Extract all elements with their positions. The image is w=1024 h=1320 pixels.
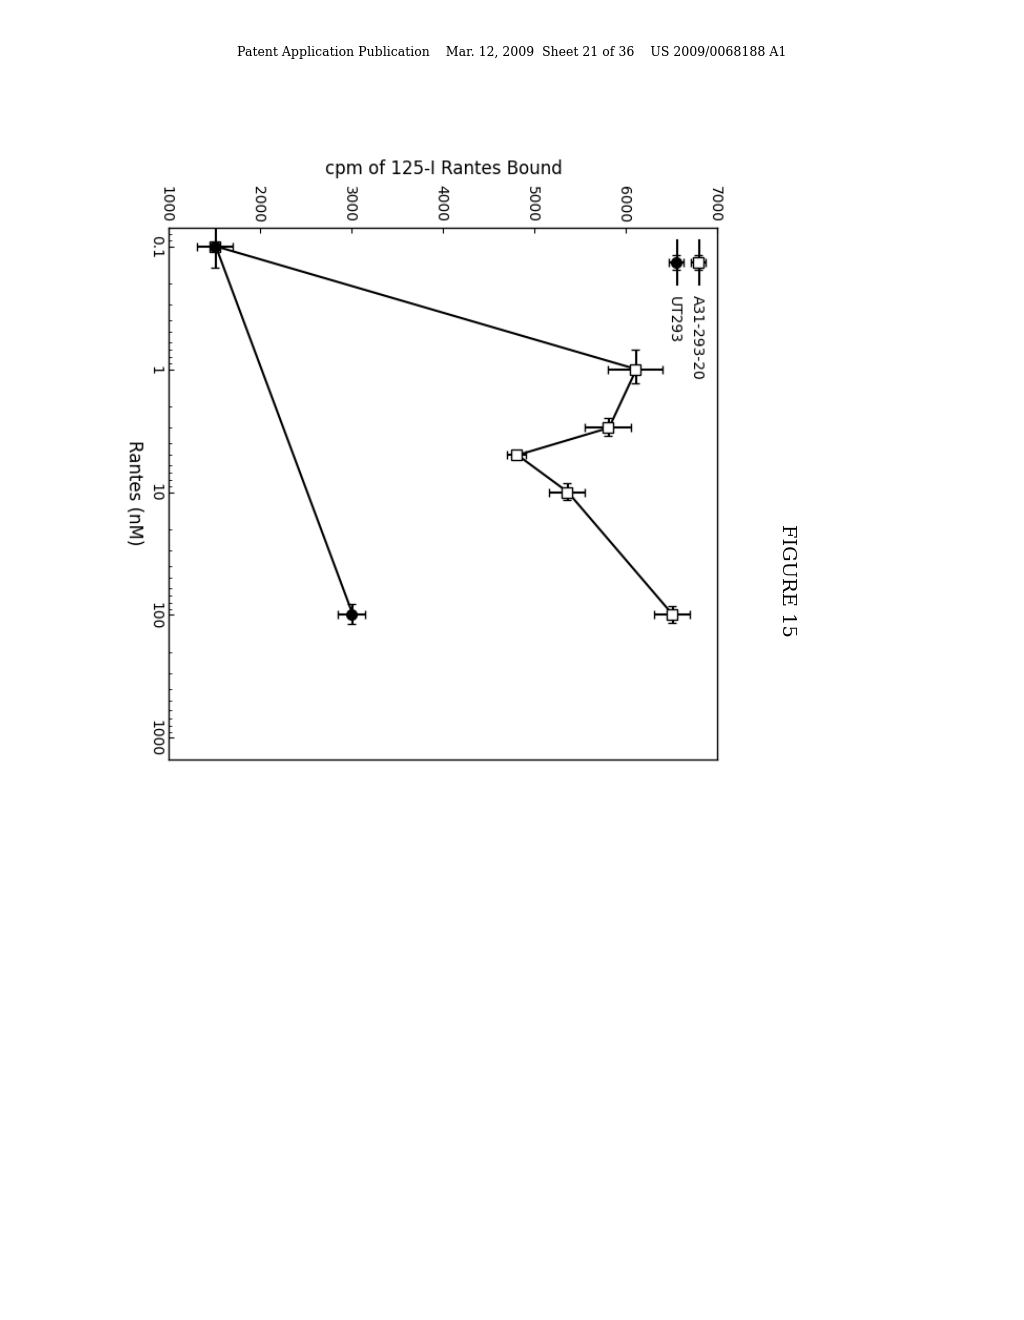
Text: Patent Application Publication    Mar. 12, 2009  Sheet 21 of 36    US 2009/00681: Patent Application Publication Mar. 12, …	[238, 46, 786, 59]
Text: FIGURE 15: FIGURE 15	[778, 524, 797, 638]
